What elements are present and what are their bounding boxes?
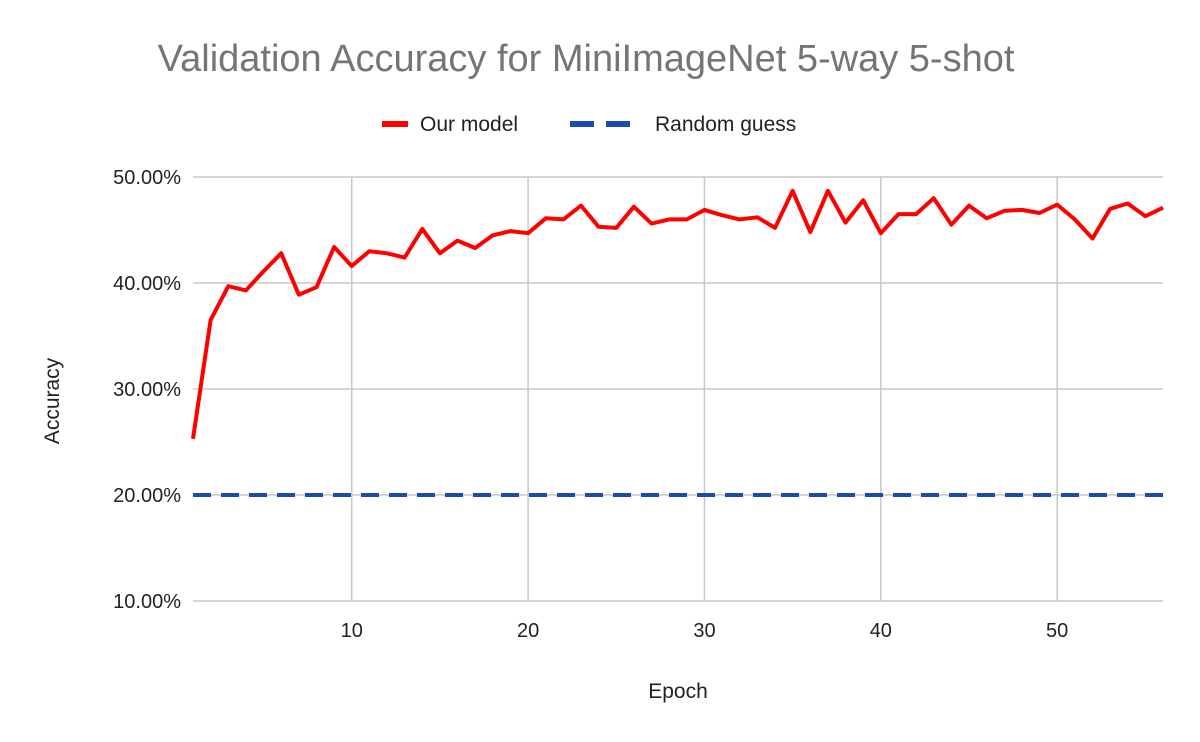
series-line-our-model (191, 188, 1164, 440)
y-tick-label: 40.00% (113, 273, 181, 295)
series-lines (191, 188, 1164, 497)
x-axis-ticks: 10 20 30 40 50 (341, 620, 1069, 642)
x-tick-label: 30 (693, 620, 715, 642)
y-axis-label: Accuracy (41, 357, 64, 444)
x-tick-label: 50 (1046, 620, 1068, 642)
y-tick-label: 30.00% (113, 379, 181, 401)
x-tick-label: 40 (870, 620, 892, 642)
x-tick-label: 20 (517, 620, 539, 642)
legend-item-random-guess[interactable]: Random guess (570, 113, 796, 136)
chart-title: Validation Accuracy for MiniImageNet 5-w… (157, 38, 1015, 80)
legend-label-random-guess: Random guess (655, 113, 796, 136)
y-tick-label: 20.00% (113, 485, 181, 507)
x-axis-label: Epoch (648, 680, 708, 703)
x-tick-label: 10 (341, 620, 363, 642)
legend-item-our-model[interactable]: Our model (382, 113, 518, 136)
gridlines (193, 176, 1163, 602)
legend-label-our-model: Our model (420, 113, 518, 136)
y-tick-label: 10.00% (113, 591, 181, 613)
y-tick-label: 50.00% (113, 167, 181, 189)
y-axis-ticks: 10.00% 20.00% 30.00% 40.00% 50.00% (113, 167, 181, 613)
legend: Our model Random guess (382, 113, 796, 136)
